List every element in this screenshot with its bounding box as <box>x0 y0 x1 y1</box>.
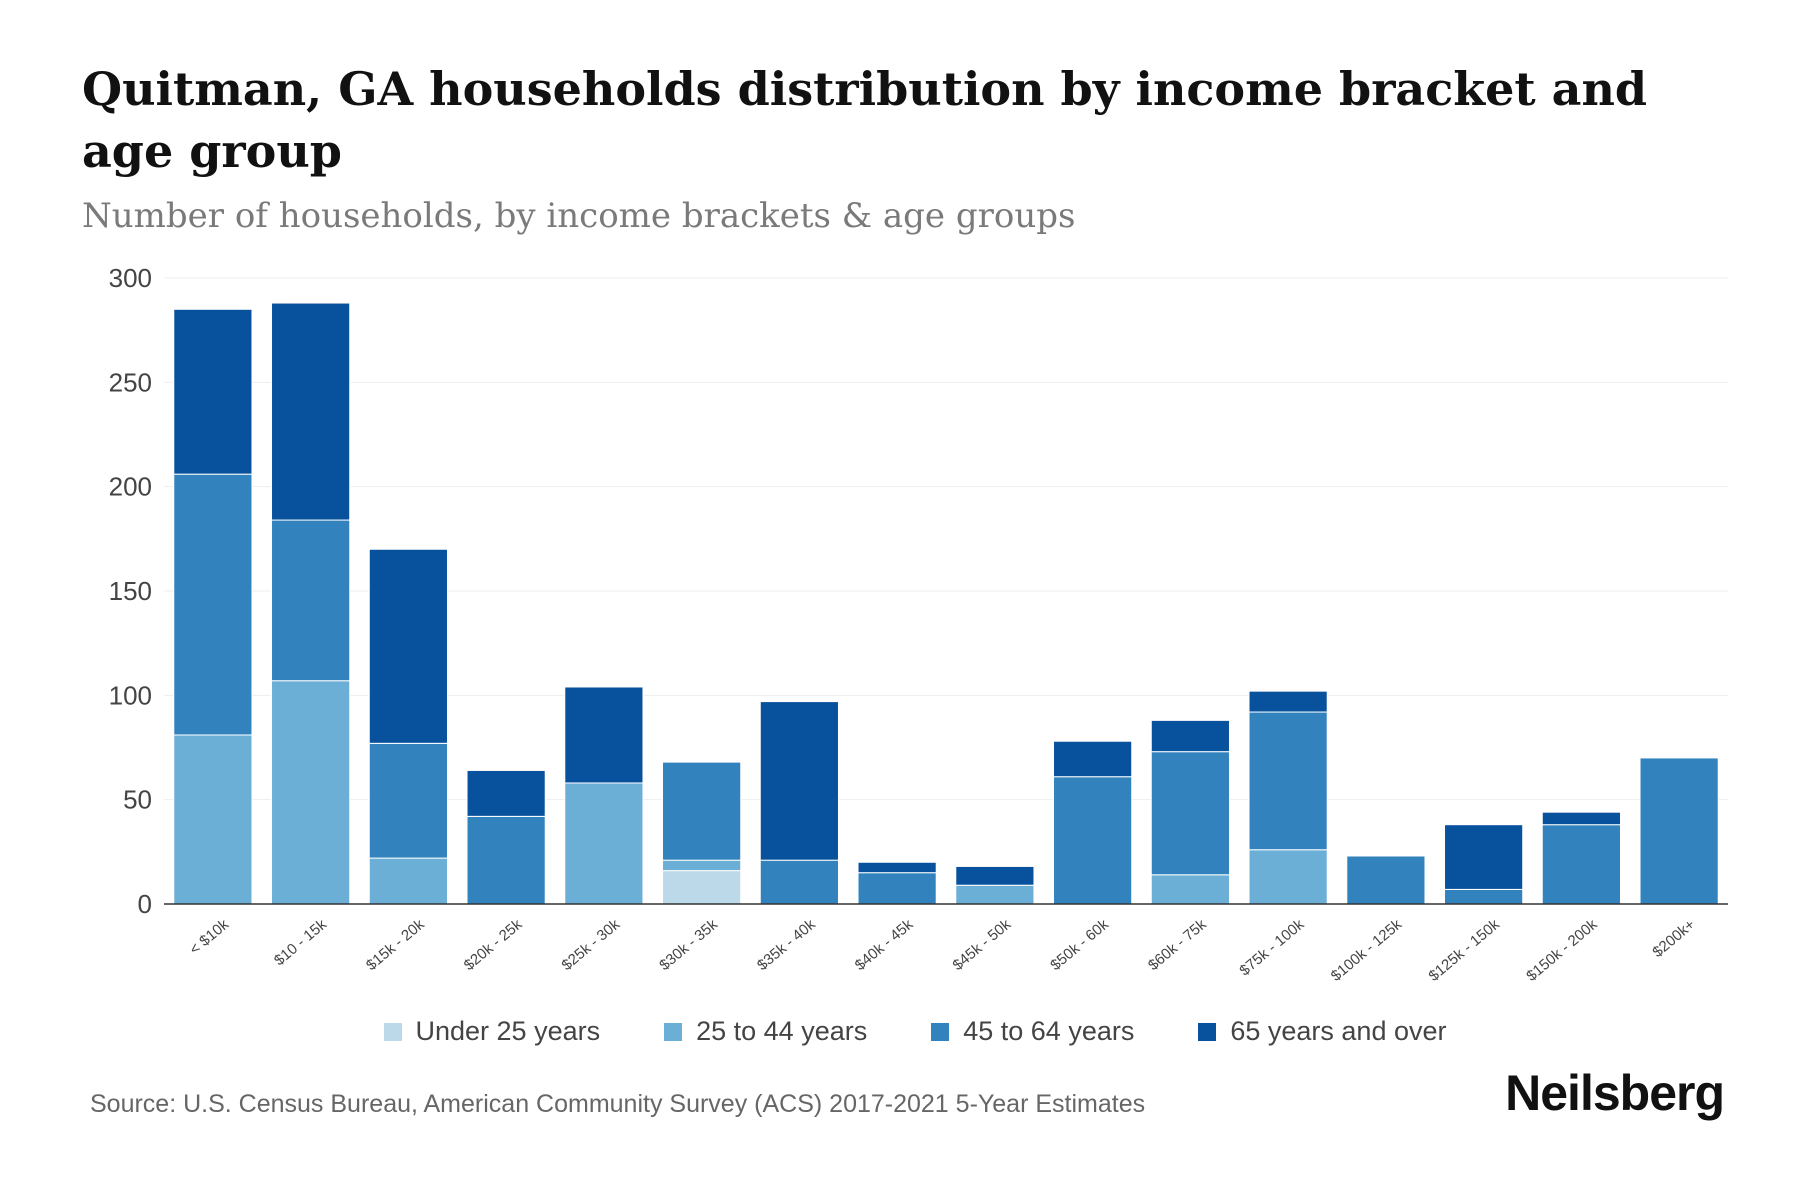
bar-segment[interactable] <box>1053 740 1133 778</box>
bar-segment[interactable] <box>1150 719 1230 753</box>
legend-item-45-64[interactable]: 45 to 64 years <box>901 1016 1134 1047</box>
legend-item-65-over[interactable]: 65 years and over <box>1168 1016 1447 1047</box>
bar-segment[interactable] <box>759 701 839 861</box>
x-tick-label: $40k - 45k <box>852 916 917 974</box>
bar-segment[interactable] <box>662 761 742 861</box>
bar-segment[interactable] <box>1444 888 1524 905</box>
legend-swatch-65-over <box>1198 1022 1217 1041</box>
bar-segment[interactable] <box>1248 711 1328 851</box>
bar-segment[interactable] <box>662 870 742 905</box>
bar-segment[interactable] <box>466 815 546 905</box>
bar-segment[interactable] <box>1248 849 1328 905</box>
y-tick-label: 250 <box>109 367 152 397</box>
chart-subtitle: Number of households, by income brackets… <box>82 196 1076 236</box>
bar-segment[interactable] <box>662 859 742 872</box>
legend-label-25-44: 25 to 44 years <box>696 1016 868 1046</box>
x-tick-label: $100k - 125k <box>1328 916 1406 985</box>
bar-segment[interactable] <box>1346 855 1426 905</box>
y-tick-label: 300 <box>109 263 152 293</box>
bar-segment[interactable] <box>564 782 644 905</box>
bar-stack[interactable] <box>759 701 839 905</box>
bar-segment[interactable] <box>564 686 644 784</box>
y-tick-label: 200 <box>109 472 152 502</box>
x-axis-ticks: < $10k $10 - 15k $15k - 20k $20k - 25k $25k … <box>186 916 1698 985</box>
bar-segment[interactable] <box>368 548 448 744</box>
legend-swatch-under-25 <box>383 1022 402 1041</box>
bar-stack[interactable] <box>1346 855 1426 905</box>
bar-stack[interactable] <box>955 865 1035 905</box>
x-tick-label: $15k - 20k <box>363 916 428 974</box>
bar-stack[interactable] <box>1639 757 1719 905</box>
x-tick-label: $150k - 200k <box>1523 916 1601 985</box>
legend-item-under-25[interactable]: Under 25 years <box>354 1016 601 1047</box>
bar-segment[interactable] <box>1639 757 1719 905</box>
bar-segment[interactable] <box>1150 874 1230 905</box>
bar-segment[interactable] <box>955 884 1035 905</box>
y-tick-label: 50 <box>123 785 152 815</box>
bar-segment[interactable] <box>173 308 253 475</box>
bar-stack[interactable] <box>662 761 742 905</box>
x-tick-label: $200k+ <box>1649 916 1698 961</box>
chart-title: Quitman, GA households distribution by i… <box>82 62 1648 178</box>
x-tick-label: $60k - 75k <box>1145 916 1210 974</box>
bar-segment[interactable] <box>1053 776 1133 905</box>
bar-stack[interactable] <box>857 861 937 905</box>
bar-stack[interactable] <box>564 686 644 905</box>
y-tick-label: 150 <box>109 576 152 606</box>
bar-stack[interactable] <box>1150 719 1230 905</box>
y-axis-ticks: 0 50 100 150 200 250 300 <box>109 263 152 919</box>
legend-label-under-25: Under 25 years <box>415 1016 601 1046</box>
x-tick-label: $50k - 60k <box>1047 916 1112 974</box>
bar-segment[interactable] <box>857 872 937 905</box>
x-tick-label: $10 - 15k <box>271 916 330 970</box>
x-tick-label: < $10k <box>186 916 232 959</box>
bar-stack[interactable] <box>173 308 253 905</box>
bar-stack[interactable] <box>1444 824 1524 905</box>
bar-segment[interactable] <box>1444 824 1524 890</box>
bar-segment[interactable] <box>368 742 448 859</box>
bar-segment[interactable] <box>857 861 937 874</box>
y-tick-label: 100 <box>109 680 152 710</box>
source-note: Source: U.S. Census Bureau, American Com… <box>90 1090 1146 1118</box>
bar-segment[interactable] <box>1541 824 1621 905</box>
bar-stack[interactable] <box>271 302 351 905</box>
bar-segment[interactable] <box>466 769 546 817</box>
legend-swatch-45-64 <box>931 1022 950 1041</box>
bar-segment[interactable] <box>1248 690 1328 713</box>
x-tick-label: $25k - 30k <box>559 916 624 974</box>
legend: Under 25 years 25 to 44 years 45 to 64 y… <box>0 1016 1800 1047</box>
legend-label-65-over: 65 years and over <box>1230 1016 1447 1046</box>
x-tick-label: $75k - 100k <box>1236 916 1307 980</box>
bar-stack[interactable] <box>1541 811 1621 905</box>
bar-segment[interactable] <box>759 859 839 905</box>
bar-stack[interactable] <box>1248 690 1328 905</box>
bar-segment[interactable] <box>173 734 253 905</box>
bar-stack[interactable] <box>368 548 448 905</box>
bar-segment[interactable] <box>1150 751 1230 876</box>
x-tick-label: $125k - 150k <box>1426 916 1504 985</box>
bar-segment[interactable] <box>271 302 351 521</box>
bars <box>173 302 1719 905</box>
legend-swatch-25-44 <box>664 1022 683 1041</box>
legend-item-25-44[interactable]: 25 to 44 years <box>634 1016 867 1047</box>
x-tick-label: $30k - 35k <box>656 916 721 974</box>
brand-logo: Neilsberg <box>1505 1065 1725 1121</box>
bar-segment[interactable] <box>271 519 351 682</box>
x-tick-label: $35k - 40k <box>754 916 819 974</box>
y-tick-label: 0 <box>138 889 152 919</box>
bar-segment[interactable] <box>955 865 1035 886</box>
bar-segment[interactable] <box>1541 811 1621 826</box>
bar-segment[interactable] <box>368 857 448 905</box>
x-tick-label: $20k - 25k <box>461 916 526 974</box>
bar-segment[interactable] <box>271 680 351 905</box>
legend-label-45-64: 45 to 64 years <box>963 1016 1135 1046</box>
bar-stack[interactable] <box>466 769 546 905</box>
bar-segment[interactable] <box>173 473 253 736</box>
bar-stack[interactable] <box>1053 740 1133 905</box>
x-tick-label: $45k - 50k <box>950 916 1015 974</box>
